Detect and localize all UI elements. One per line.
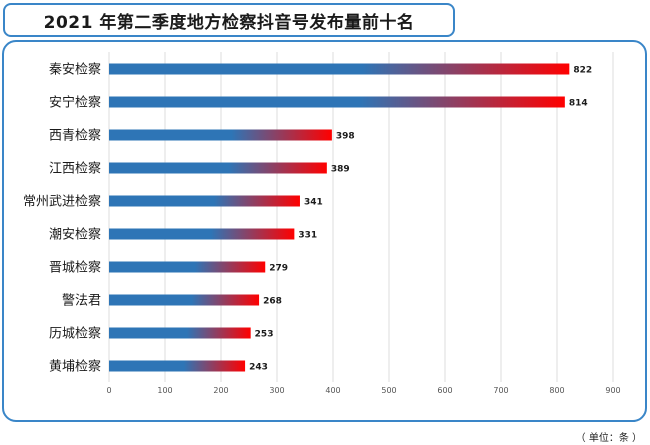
category-label: 晋城检察 bbox=[49, 261, 101, 276]
category-label: 潮安检察 bbox=[49, 228, 101, 243]
category-label: 安宁检察 bbox=[49, 95, 101, 111]
unit-label: （ 单位：条 ） bbox=[575, 433, 642, 444]
chart-title: 2021 年第二季度地方检察抖音号发布量前十名 bbox=[43, 12, 415, 33]
value-label: 331 bbox=[298, 231, 317, 241]
category-label: 江西检察 bbox=[49, 162, 101, 177]
bar bbox=[109, 63, 570, 75]
x-tick-label: 700 bbox=[493, 386, 508, 395]
x-tick-label: 400 bbox=[325, 386, 340, 395]
chart-title-tab: 2021 年第二季度地方检察抖音号发布量前十名 bbox=[3, 3, 455, 37]
x-tick-label: 100 bbox=[157, 386, 172, 395]
category-label: 常州武进检察 bbox=[23, 195, 101, 210]
bar bbox=[109, 327, 251, 339]
value-label: 268 bbox=[263, 297, 282, 307]
bar bbox=[109, 162, 327, 174]
bar bbox=[109, 96, 565, 108]
x-tick-label: 200 bbox=[213, 386, 228, 395]
value-label: 389 bbox=[331, 165, 350, 175]
x-tick-label: 0 bbox=[106, 386, 111, 395]
x-tick-label: 800 bbox=[549, 386, 564, 395]
value-labels: 822 814 398 389 341 331 279 268 253 243 bbox=[249, 66, 592, 373]
bar bbox=[109, 261, 266, 273]
x-tick-label: 900 bbox=[605, 386, 620, 395]
value-label: 243 bbox=[249, 363, 268, 373]
category-label: 黄埔检察 bbox=[49, 360, 101, 375]
x-tick-label: 300 bbox=[269, 386, 284, 395]
value-label: 253 bbox=[255, 330, 274, 340]
category-labels: 秦安检察安宁检察西青检察江西检察常州武进检察潮安检察晋城检察警法君历城检察黄埔检… bbox=[23, 63, 101, 375]
x-tick-label: 600 bbox=[437, 386, 452, 395]
value-label: 341 bbox=[304, 198, 323, 208]
bar bbox=[109, 228, 295, 240]
category-label: 警法君 bbox=[62, 293, 101, 309]
value-label: 279 bbox=[269, 264, 288, 274]
bar bbox=[109, 129, 332, 141]
value-label: 814 bbox=[569, 99, 588, 109]
category-label: 秦安检察 bbox=[49, 63, 101, 78]
category-label: 西青检察 bbox=[49, 129, 101, 144]
x-axis-ticks: 0 100 200 300 400 500 600 700 800 900 bbox=[106, 386, 620, 395]
value-label: 398 bbox=[336, 132, 355, 142]
bar bbox=[109, 360, 246, 372]
category-label: 历城检察 bbox=[49, 327, 101, 342]
value-label: 822 bbox=[573, 66, 592, 76]
bar bbox=[109, 195, 300, 207]
x-tick-label: 500 bbox=[381, 386, 396, 395]
bar bbox=[109, 294, 260, 306]
bars bbox=[109, 63, 570, 372]
